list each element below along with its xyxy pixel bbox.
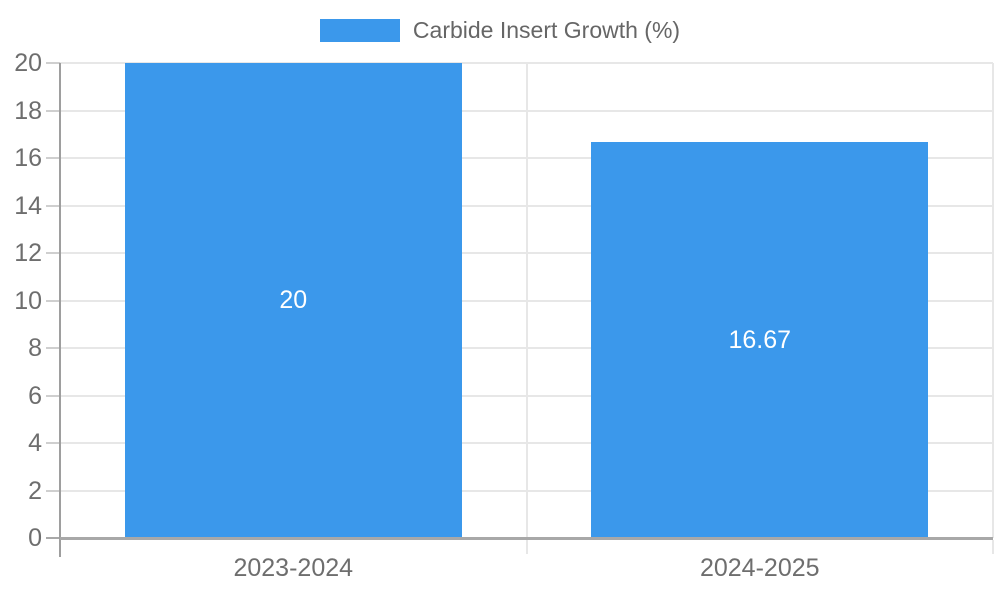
legend-label: Carbide Insert Growth (%) bbox=[412, 17, 681, 43]
y-tick-mark-14 bbox=[46, 204, 60, 207]
legend[interactable]: Carbide Insert Growth (%) bbox=[0, 17, 1000, 44]
y-tick-mark-2 bbox=[46, 489, 60, 492]
y-tick-mark-18 bbox=[46, 109, 60, 112]
x-tick-mark-1 bbox=[525, 540, 528, 554]
y-tick-label-8: 8 bbox=[28, 334, 42, 362]
y-tick-mark-10 bbox=[46, 299, 60, 302]
y-tick-label-14: 14 bbox=[14, 191, 42, 220]
x-axis-line bbox=[60, 537, 993, 540]
gridline-x-2 bbox=[992, 63, 994, 538]
y-axis-line bbox=[59, 63, 61, 557]
bar-2024-2025[interactable]: 16.67 bbox=[591, 142, 929, 538]
gridline-x-1 bbox=[525, 63, 528, 538]
y-tick-label-4: 4 bbox=[28, 429, 42, 457]
y-tick-mark-6 bbox=[46, 394, 60, 397]
y-tick-mark-4 bbox=[46, 442, 60, 444]
y-tick-mark-8 bbox=[46, 347, 60, 349]
bar-value-label: 20 bbox=[279, 286, 308, 314]
y-tick-label-20: 20 bbox=[14, 49, 42, 77]
y-tick-label-2: 2 bbox=[28, 476, 42, 505]
plot-area: 20 16.67 bbox=[60, 62, 994, 538]
y-tick-mark-20 bbox=[46, 62, 60, 64]
y-tick-label-0: 0 bbox=[28, 524, 42, 552]
y-tick-label-16: 16 bbox=[14, 144, 42, 172]
x-tick-label-2023-2024: 2023-2024 bbox=[233, 554, 354, 582]
x-tick-mark-2 bbox=[992, 540, 994, 554]
bar-2023-2024[interactable]: 20 bbox=[124, 63, 462, 538]
x-tick-label-2024-2025: 2024-2025 bbox=[699, 554, 820, 582]
legend-swatch bbox=[319, 19, 400, 42]
y-tick-mark-16 bbox=[46, 157, 60, 159]
y-tick-mark-12 bbox=[46, 252, 60, 254]
y-tick-label-6: 6 bbox=[28, 381, 42, 410]
bar-value-label: 16.67 bbox=[728, 325, 792, 354]
y-tick-label-10: 10 bbox=[14, 286, 42, 315]
y-tick-label-12: 12 bbox=[14, 239, 42, 267]
y-tick-label-18: 18 bbox=[14, 96, 42, 125]
y-tick-mark-0 bbox=[46, 537, 60, 539]
